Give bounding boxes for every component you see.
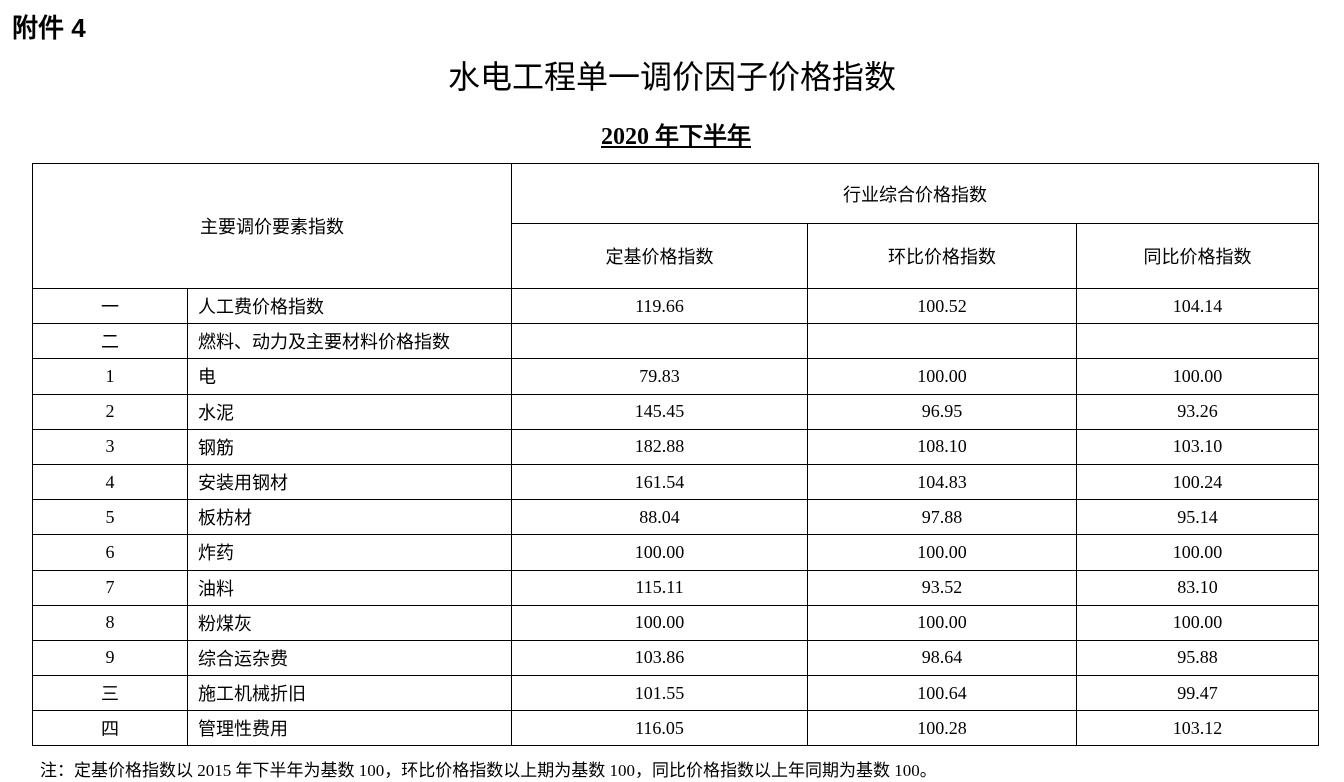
value-yoy xyxy=(1076,323,1319,360)
table-row: 9 综合运杂费 103.86 98.64 95.88 xyxy=(32,639,1319,677)
value-fixed-base: 145.45 xyxy=(511,393,808,430)
row-number: 三 xyxy=(32,675,188,712)
table-row: 二燃料、动力及主要材料价格指数 xyxy=(32,323,1319,360)
row-name: 综合运杂费 xyxy=(187,639,512,677)
table-row: 6 炸药 100.00 100.00 100.00 xyxy=(32,534,1319,571)
price-index-table: 主要调价要素指数 行业综合价格指数 定基价格指数 环比价格指数 同比价格指数 一… xyxy=(32,163,1319,747)
row-name: 粉煤灰 xyxy=(187,604,512,641)
row-number: 6 xyxy=(32,534,188,571)
value-fixed-base: 101.55 xyxy=(511,675,808,712)
table-row: 3 钢筋 182.88 108.10 103.10 xyxy=(32,428,1319,465)
value-fixed-base: 103.86 xyxy=(511,639,808,677)
value-fixed-base: 119.66 xyxy=(511,287,808,325)
row-name: 安装用钢材 xyxy=(187,463,512,501)
row-number: 3 xyxy=(32,428,188,465)
row-name: 炸药 xyxy=(187,534,512,571)
table-row: 8 粉煤灰 100.00 100.00 100.00 xyxy=(32,604,1319,641)
row-name: 板枋材 xyxy=(187,499,512,536)
table-row: 1 电 79.83 100.00 100.00 xyxy=(32,358,1319,395)
row-number: 7 xyxy=(32,569,188,606)
value-yoy: 95.14 xyxy=(1076,499,1319,536)
row-name: 油料 xyxy=(187,569,512,606)
table-row: 7 油料 115.11 93.52 83.10 xyxy=(32,569,1319,606)
row-number: 2 xyxy=(32,393,188,430)
value-chain: 108.10 xyxy=(807,428,1077,465)
footnote: 注：定基价格指数以 2015 年下半年为基数 100，环比价格指数以上期为基数 … xyxy=(40,761,937,780)
value-fixed-base: 100.00 xyxy=(511,604,808,641)
value-yoy: 100.24 xyxy=(1076,463,1319,501)
page-subtitle: 2020 年下半年 xyxy=(601,124,751,150)
row-name: 施工机械折旧 xyxy=(187,675,512,712)
row-number: 二 xyxy=(32,323,188,360)
value-fixed-base: 115.11 xyxy=(511,569,808,606)
value-chain: 98.64 xyxy=(807,639,1077,677)
column-header: 同比价格指数 xyxy=(1076,223,1319,289)
row-name: 管理性费用 xyxy=(187,710,512,747)
row-number: 一 xyxy=(32,287,188,325)
row-number: 8 xyxy=(32,604,188,641)
value-chain: 100.52 xyxy=(807,287,1077,325)
value-yoy: 103.10 xyxy=(1076,428,1319,465)
value-fixed-base: 161.54 xyxy=(511,463,808,501)
table-row: 四管理性费用 116.05 100.28 103.12 xyxy=(32,710,1319,747)
table-row: 4 安装用钢材 161.54 104.83 100.24 xyxy=(32,463,1319,501)
value-yoy: 103.12 xyxy=(1076,710,1319,747)
value-yoy: 95.88 xyxy=(1076,639,1319,677)
table-row: 5 板枋材 88.04 97.88 95.14 xyxy=(32,499,1319,536)
value-yoy: 100.00 xyxy=(1076,358,1319,395)
value-fixed-base xyxy=(511,323,808,360)
table-row: 三施工机械折旧 101.55 100.64 99.47 xyxy=(32,675,1319,712)
value-chain: 96.95 xyxy=(807,393,1077,430)
header-main: 主要调价要素指数 xyxy=(32,163,512,289)
value-yoy: 93.26 xyxy=(1076,393,1319,430)
row-number: 9 xyxy=(32,639,188,677)
row-name: 水泥 xyxy=(187,393,512,430)
attachment-label: 附件 4 xyxy=(12,13,86,43)
value-chain: 93.52 xyxy=(807,569,1077,606)
header-group: 行业综合价格指数 xyxy=(511,163,1319,224)
row-name: 人工费价格指数 xyxy=(187,287,512,325)
value-yoy: 104.14 xyxy=(1076,287,1319,325)
value-yoy: 100.00 xyxy=(1076,604,1319,641)
row-number: 4 xyxy=(32,463,188,501)
row-number: 四 xyxy=(32,710,188,747)
value-yoy: 83.10 xyxy=(1076,569,1319,606)
row-number: 5 xyxy=(32,499,188,536)
value-chain: 100.64 xyxy=(807,675,1077,712)
value-fixed-base: 100.00 xyxy=(511,534,808,571)
row-number: 1 xyxy=(32,358,188,395)
value-fixed-base: 88.04 xyxy=(511,499,808,536)
column-header: 定基价格指数 xyxy=(511,223,808,289)
value-chain: 97.88 xyxy=(807,499,1077,536)
column-header: 环比价格指数 xyxy=(807,223,1077,289)
value-chain: 100.00 xyxy=(807,604,1077,641)
value-chain xyxy=(807,323,1077,360)
row-name: 燃料、动力及主要材料价格指数 xyxy=(187,323,512,360)
value-yoy: 100.00 xyxy=(1076,534,1319,571)
value-chain: 104.83 xyxy=(807,463,1077,501)
value-fixed-base: 116.05 xyxy=(511,710,808,747)
value-fixed-base: 79.83 xyxy=(511,358,808,395)
table-row: 一人工费价格指数 119.66 100.52 104.14 xyxy=(32,287,1319,325)
value-chain: 100.00 xyxy=(807,534,1077,571)
value-chain: 100.00 xyxy=(807,358,1077,395)
row-name: 钢筋 xyxy=(187,428,512,465)
value-yoy: 99.47 xyxy=(1076,675,1319,712)
page-title: 水电工程单一调价因子价格指数 xyxy=(447,59,896,95)
table-row: 2 水泥 145.45 96.95 93.26 xyxy=(32,393,1319,430)
row-name: 电 xyxy=(187,358,512,395)
value-fixed-base: 182.88 xyxy=(511,428,808,465)
value-chain: 100.28 xyxy=(807,710,1077,747)
